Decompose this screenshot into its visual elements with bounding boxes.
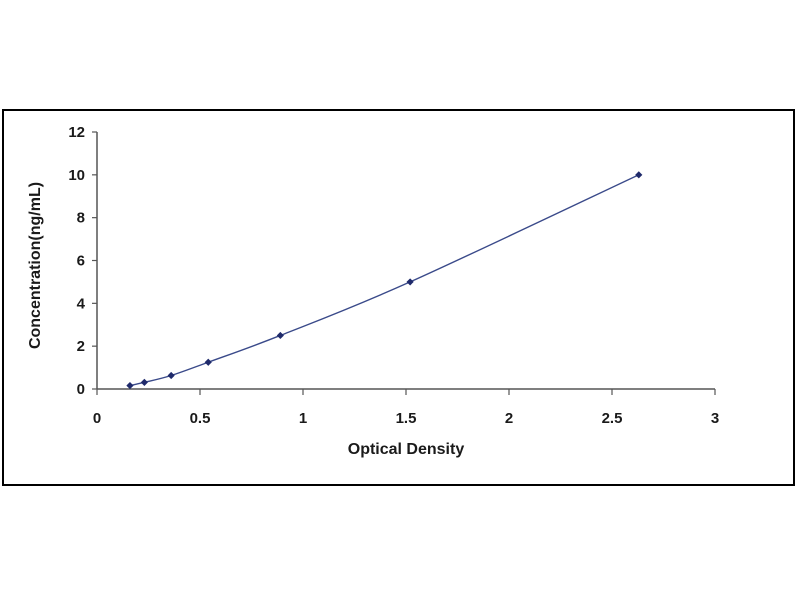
data-point xyxy=(204,358,212,366)
fit-curve xyxy=(129,174,640,387)
x-tick-label: 2 xyxy=(505,410,513,427)
x-tick-label: 1 xyxy=(299,410,307,427)
x-axis-title: Optical Density xyxy=(348,441,465,458)
y-tick-label: 10 xyxy=(68,167,85,184)
data-point xyxy=(635,171,643,179)
y-tick-label: 4 xyxy=(77,295,86,312)
y-tick-label: 8 xyxy=(77,210,85,227)
y-tick-label: 2 xyxy=(77,338,85,355)
data-point xyxy=(126,381,134,390)
x-tick-label: 2.5 xyxy=(602,410,623,427)
y-tick-label: 0 xyxy=(77,381,85,398)
x-tick-label: 3 xyxy=(711,410,719,427)
y-axis-title: Concentration(ng/mL) xyxy=(27,182,44,349)
fit-curve-line xyxy=(129,174,640,387)
chart-frame: 0 2 4 6 8 10 12 0 0.5 1 1.5 2 2.5 3 Optical Density C… xyxy=(2,109,795,486)
y-tick-label: 12 xyxy=(68,124,85,141)
axes xyxy=(92,131,716,395)
x-tick-label: 1.5 xyxy=(396,410,417,427)
y-tick-label: 6 xyxy=(77,253,85,270)
standard-curve-chart: 0 2 4 6 8 10 12 0 0.5 1 1.5 2 2.5 3 Optical Density C… xyxy=(27,124,719,458)
tick-labels: 0 2 4 6 8 10 12 0 0.5 1 1.5 2 2.5 3 xyxy=(68,124,719,427)
data-point xyxy=(140,378,148,386)
data-points xyxy=(126,171,643,390)
data-point xyxy=(167,371,175,380)
data-point xyxy=(406,278,414,286)
data-point xyxy=(276,331,284,340)
x-tick-label: 0 xyxy=(93,410,101,427)
x-tick-label: 0.5 xyxy=(190,410,211,427)
